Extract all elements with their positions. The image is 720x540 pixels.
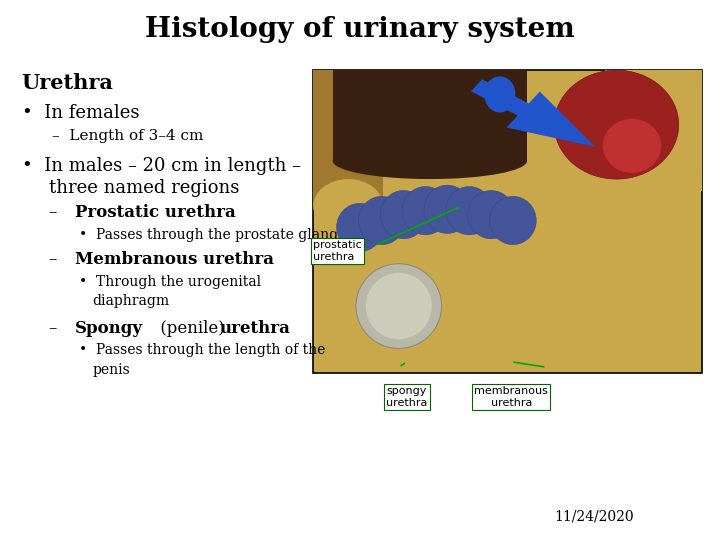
Text: membranous
urethra: membranous urethra xyxy=(474,386,548,408)
Text: •  Through the urogenital: • Through the urogenital xyxy=(79,275,261,289)
Bar xyxy=(313,70,383,206)
Text: –: – xyxy=(49,251,68,268)
Text: prostatic
urethra: prostatic urethra xyxy=(313,240,362,262)
Ellipse shape xyxy=(380,191,427,239)
Ellipse shape xyxy=(402,186,449,235)
Ellipse shape xyxy=(485,76,516,112)
Ellipse shape xyxy=(356,264,441,348)
Text: •  Passes through the prostate gland: • Passes through the prostate gland xyxy=(79,228,338,242)
Text: penis: penis xyxy=(92,363,130,377)
Ellipse shape xyxy=(554,70,679,179)
Ellipse shape xyxy=(333,143,527,179)
Ellipse shape xyxy=(336,203,383,252)
Ellipse shape xyxy=(468,191,514,239)
Text: Histology of urinary system: Histology of urinary system xyxy=(145,16,575,43)
Text: Prostatic urethra: Prostatic urethra xyxy=(75,204,235,221)
Text: spongy
urethra: spongy urethra xyxy=(386,386,428,408)
Text: •  In females: • In females xyxy=(22,104,139,122)
Bar xyxy=(333,70,527,161)
Text: Membranous urethra: Membranous urethra xyxy=(75,251,274,268)
FancyArrow shape xyxy=(471,79,595,147)
Text: •  Passes through the length of the: • Passes through the length of the xyxy=(79,343,325,357)
Text: Urethra: Urethra xyxy=(22,73,114,93)
Ellipse shape xyxy=(446,186,492,235)
Text: 11/24/2020: 11/24/2020 xyxy=(554,510,634,524)
Text: Spongy: Spongy xyxy=(75,320,143,336)
Bar xyxy=(313,70,702,373)
Text: –: – xyxy=(49,320,68,336)
Ellipse shape xyxy=(359,197,405,245)
Text: urethra: urethra xyxy=(220,320,290,336)
Ellipse shape xyxy=(490,197,536,245)
Text: •  In males – 20 cm in length –: • In males – 20 cm in length – xyxy=(22,157,301,174)
Ellipse shape xyxy=(366,273,432,339)
Text: –  Length of 3–4 cm: – Length of 3–4 cm xyxy=(52,129,203,143)
Bar xyxy=(605,70,702,191)
Text: diaphragm: diaphragm xyxy=(92,294,169,308)
Ellipse shape xyxy=(313,179,383,233)
Text: (penile): (penile) xyxy=(155,320,230,336)
Text: three named regions: three named regions xyxy=(49,179,239,197)
Ellipse shape xyxy=(424,185,471,233)
Text: –: – xyxy=(49,204,68,221)
Ellipse shape xyxy=(603,119,661,173)
